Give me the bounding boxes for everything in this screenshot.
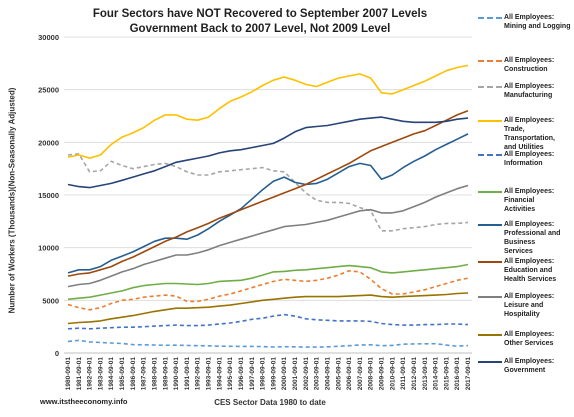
- series-line: [67, 133, 469, 274]
- legend-swatch: [478, 120, 502, 122]
- series-line: [67, 116, 469, 189]
- legend-label: All Employees: Other Services: [504, 331, 555, 347]
- legend-swatch: [478, 17, 502, 19]
- x-tick-label: 1991-09-01: [184, 357, 191, 391]
- y-tick-label: 20000: [38, 138, 59, 147]
- y-tick-label: 10000: [38, 244, 59, 253]
- legend-swatch: [478, 191, 502, 193]
- chart-subtitle: Government Back to 2007 Level, Not 2009 …: [129, 23, 391, 35]
- legend-label: All Employees: Government: [504, 358, 555, 374]
- x-tick-label: 2014-09-01: [433, 357, 440, 391]
- series-line: [67, 153, 469, 232]
- legend-swatch: [478, 60, 502, 62]
- x-tick-label: 1992-09-01: [195, 357, 202, 391]
- y-tick-label: 0: [55, 349, 59, 358]
- x-tick-label: 1993-09-01: [206, 357, 213, 391]
- y-tick-label: 15000: [38, 191, 59, 200]
- x-tick-label: 2017-09-01: [465, 357, 472, 391]
- source-url: www.itstheeconomy.info: [40, 397, 128, 406]
- x-tick-label: 2000-09-01: [281, 357, 288, 391]
- y-axis-ticks: 0 5000 10000 15000 20000 25000 30000: [38, 33, 59, 358]
- x-tick-label: 1987-09-01: [141, 357, 148, 391]
- x-tick-label: 1989-09-01: [162, 357, 169, 391]
- x-tick-label: 2003-09-01: [314, 357, 321, 391]
- x-tick-label: 2007-09-01: [357, 357, 364, 391]
- x-tick-label: 2010-09-01: [389, 357, 396, 391]
- x-axis-label: CES Sector Data 1980 to date: [214, 398, 326, 407]
- legend-label: All Employees: Trade, Transportation, an…: [504, 117, 555, 151]
- series-line: [67, 339, 469, 348]
- legend-swatch: [478, 261, 502, 263]
- x-tick-label: 2004-09-01: [324, 357, 331, 391]
- x-tick-label: 2005-09-01: [335, 357, 342, 391]
- x-tick-label: 2013-09-01: [422, 357, 429, 391]
- series-line: [67, 263, 469, 301]
- x-tick-label: 2009-09-01: [379, 357, 386, 391]
- x-tick-label: 1998-09-01: [260, 357, 267, 391]
- series-line: [67, 109, 469, 277]
- x-tick-label: 1981-09-01: [76, 357, 83, 391]
- legend-label: All Employees: Leisure and Hospitality: [504, 293, 555, 318]
- legend-swatch: [478, 86, 502, 88]
- legend-label: All Employees: Mining and Logging: [504, 14, 571, 30]
- x-tick-label: 2001-09-01: [292, 357, 299, 391]
- x-tick-label: 2002-09-01: [303, 357, 310, 391]
- x-tick-label: 1985-09-01: [119, 357, 126, 391]
- x-tick-label: 1990-09-01: [173, 357, 180, 391]
- legend-swatch: [478, 224, 502, 226]
- series-line: [67, 292, 469, 325]
- x-tick-label: 1983-09-01: [97, 357, 104, 391]
- x-tick-label: 2012-09-01: [411, 357, 418, 391]
- legend-swatch: [478, 334, 502, 336]
- x-tick-label: 1982-09-01: [87, 357, 94, 391]
- series-line: [67, 313, 469, 330]
- legend-label: All Employees: Construction: [504, 57, 555, 73]
- x-tick-label: 2015-09-01: [443, 357, 450, 391]
- x-tick-label: 2006-09-01: [346, 357, 353, 391]
- x-tick-label: 1988-09-01: [151, 357, 158, 391]
- x-tick-label: 2016-09-01: [454, 357, 461, 391]
- chart-title: Four Sectors have NOT Recovered to Septe…: [92, 8, 428, 20]
- legend-swatch: [478, 296, 502, 298]
- x-tick-label: 1995-09-01: [227, 357, 234, 391]
- x-tick-label: 1980-09-01: [65, 357, 72, 391]
- x-tick-label: 2008-09-01: [368, 357, 375, 391]
- x-tick-label: 1984-09-01: [108, 357, 115, 391]
- y-tick-label: 30000: [38, 33, 59, 42]
- y-tick-label: 25000: [38, 86, 59, 95]
- series-lines: [67, 64, 469, 348]
- x-tick-label: 1999-09-01: [270, 357, 277, 391]
- x-tick-label: 1996-09-01: [238, 357, 245, 391]
- legend-label: All Employees: Manufacturing: [504, 83, 555, 99]
- x-tick-label: 1997-09-01: [249, 357, 256, 391]
- series-line: [67, 269, 469, 311]
- x-axis-ticks: 1980-09-01 1981-09-01 1982-09-01 1983-09-01…: [65, 357, 472, 391]
- legend-swatch: [478, 154, 502, 156]
- series-line: [67, 184, 469, 288]
- legend-label: All Employees: Information: [504, 151, 555, 167]
- grid: [64, 36, 472, 354]
- x-tick-label: 1986-09-01: [130, 357, 137, 391]
- legend-label: All Employees: Education and Health Serv…: [504, 258, 557, 283]
- legend-label: All Employees: Professional and Business…: [504, 221, 561, 255]
- legend-swatch: [478, 361, 502, 363]
- x-tick-label: 2011-09-01: [400, 357, 407, 390]
- series-line: [67, 64, 469, 159]
- y-axis-label: Number of Workers (Thousands)(Non-Season…: [7, 87, 17, 314]
- x-tick-label: 1994-09-01: [216, 357, 223, 391]
- legend-label: All Employees: Financial Activities: [504, 188, 555, 213]
- y-tick-label: 5000: [42, 296, 59, 305]
